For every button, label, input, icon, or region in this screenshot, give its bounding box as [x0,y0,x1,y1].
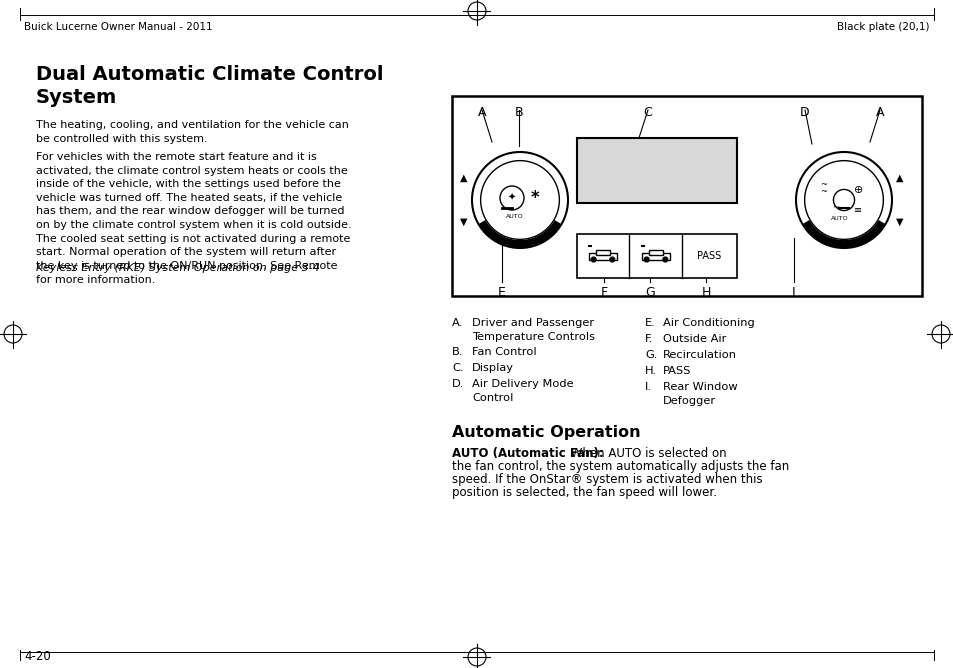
Text: AUTO: AUTO [506,214,523,218]
Text: Dual Automatic Climate Control: Dual Automatic Climate Control [36,65,383,84]
Text: Air Conditioning: Air Conditioning [662,318,754,328]
Text: C.: C. [452,363,463,373]
Circle shape [833,190,854,210]
Text: B.: B. [452,347,463,357]
Text: F: F [599,286,607,299]
Text: I: I [791,286,795,299]
Text: AUTO: AUTO [830,216,848,220]
Bar [641,253,669,259]
Text: A: A [477,106,486,119]
Text: Buick Lucerne Owner Manual - 2011: Buick Lucerne Owner Manual - 2011 [24,22,213,32]
Text: Keyless Entry (RKE) System Operation on page 3-4: Keyless Entry (RKE) System Operation on … [36,263,319,273]
Text: H: H [700,286,710,299]
Text: position is selected, the fan speed will lower.: position is selected, the fan speed will… [452,486,717,499]
Text: ▲: ▲ [895,173,902,183]
Text: Driver and Passenger
Temperature Controls: Driver and Passenger Temperature Control… [472,318,595,341]
Text: E: E [497,286,505,299]
Text: D: D [800,106,809,119]
Text: Fan Control: Fan Control [472,347,536,357]
Text: Black plate (20,1): Black plate (20,1) [837,22,929,32]
Text: ~: ~ [832,204,839,212]
Text: ▼: ▼ [895,217,902,227]
Text: F.: F. [644,334,653,344]
Bar [648,250,662,255]
Text: I.: I. [644,382,651,392]
Text: 4-20: 4-20 [24,650,51,663]
Text: A.: A. [452,318,462,328]
Circle shape [803,160,882,239]
Circle shape [591,257,596,262]
Text: For vehicles with the remote start feature and it is
activated, the climate cont: For vehicles with the remote start featu… [36,152,352,271]
Bar [577,138,737,203]
Text: H.: H. [644,366,657,376]
Text: ▲: ▲ [459,173,467,183]
Bar [596,250,609,255]
Text: ✦: ✦ [507,193,516,203]
Text: Air Delivery Mode
Control: Air Delivery Mode Control [472,379,573,403]
Circle shape [499,186,523,210]
Text: speed. If the OnStar® system is activated when this: speed. If the OnStar® system is activate… [452,473,761,486]
Text: the fan control, the system automatically adjusts the fan: the fan control, the system automaticall… [452,460,788,473]
Circle shape [609,257,614,262]
Bar [452,96,921,296]
Text: ⊕: ⊕ [854,185,862,195]
Text: Recirculation: Recirculation [662,350,737,360]
Text: C: C [643,106,652,119]
Text: ≡: ≡ [853,205,862,215]
Text: E.: E. [644,318,655,328]
Text: *: * [530,189,538,207]
Text: ▼: ▼ [459,217,467,227]
Text: G: G [644,286,654,299]
Circle shape [643,257,648,262]
Text: PASS: PASS [662,366,691,376]
Bar [588,253,617,259]
Text: Outside Air: Outside Air [662,334,725,344]
Text: Display: Display [472,363,514,373]
Text: B: B [515,106,523,119]
Circle shape [480,160,558,239]
Text: PASS: PASS [696,251,720,261]
Text: AUTO (Automatic Fan):: AUTO (Automatic Fan): [452,447,603,460]
Text: ~
~: ~ ~ [820,180,826,196]
Text: G.: G. [644,350,657,360]
Text: A: A [875,106,883,119]
Circle shape [662,257,667,262]
Text: When AUTO is selected on: When AUTO is selected on [566,447,726,460]
Text: Automatic Operation: Automatic Operation [452,425,640,440]
Bar [577,234,737,278]
Text: Rear Window
Defogger: Rear Window Defogger [662,382,737,405]
Text: The heating, cooling, and ventilation for the vehicle can
be controlled with thi: The heating, cooling, and ventilation fo… [36,120,349,144]
Text: for more information.: for more information. [36,275,155,285]
Text: System: System [36,88,117,107]
Text: D.: D. [452,379,464,389]
